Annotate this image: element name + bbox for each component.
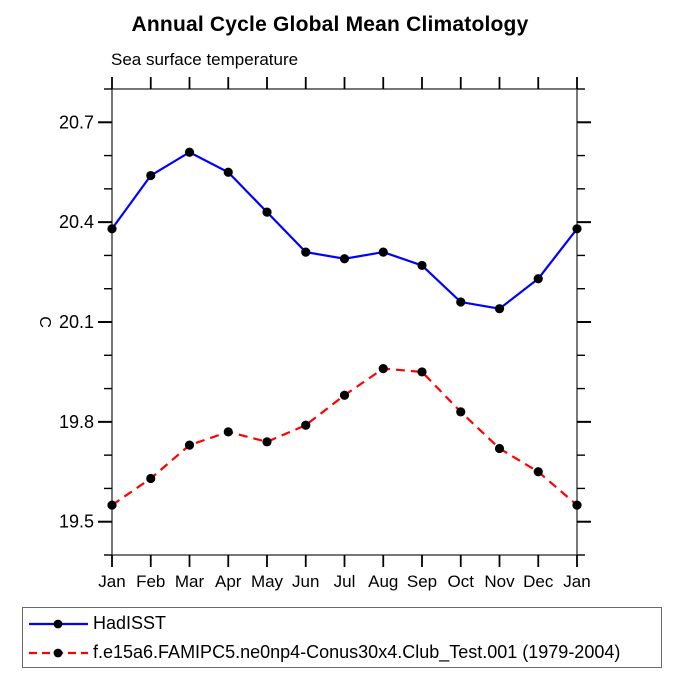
x-tick-label: Dec [523,572,554,591]
data-point-marker [146,473,156,484]
data-point-marker [107,224,117,234]
y-tick-label: 20.4 [59,212,94,232]
x-axis-ticks [111,77,578,567]
data-point-marker [262,207,272,217]
data-point-marker [339,390,350,400]
series-line-0 [111,150,578,310]
data-point-marker [107,500,117,510]
data-point-marker [533,467,543,477]
data-point-marker [378,364,388,374]
data-point-marker [339,254,350,264]
chart-title: Annual Cycle Global Mean Climatology [131,13,529,36]
y-axis-ticks [98,88,591,556]
data-point-marker [223,427,233,437]
data-point-marker [533,274,543,284]
chart-subtitle: Sea surface temperature [111,50,299,69]
series-markers-1 [107,364,582,510]
data-point-marker [456,407,466,417]
y-tick-label: 20.7 [59,112,94,132]
y-axis-title: C [36,316,53,328]
data-point-marker [378,247,388,257]
data-point-marker [223,167,233,177]
x-tick-label: Jul [334,572,356,591]
data-point-marker [494,443,505,454]
data-point-marker [301,420,311,430]
series-line-1 [111,367,578,506]
legend-sample-marker [53,648,63,657]
data-point-marker [572,224,582,234]
y-tick-label: 19.5 [59,512,94,532]
data-point-marker [417,367,427,377]
legend-label-hadisst: HadISST [93,612,167,633]
legend-dashed-line-icon [29,648,88,657]
legend-box: HadISST f.e15a6.FAMIPC5.ne0np4-Conus30x4… [22,607,662,668]
x-tick-label: Sep [407,572,437,591]
x-tick-label: Jan [98,572,125,591]
legend-sample-marker [53,619,63,628]
legend-entry-model: f.e15a6.FAMIPC5.ne0np4-Conus30x4.Club_Te… [25,638,659,667]
x-tick-label: Apr [215,572,242,591]
data-point-marker [456,297,466,307]
data-point-marker [262,437,272,447]
data-point-marker [146,170,156,181]
data-point-marker [494,304,505,314]
x-tick-label: Oct [448,572,475,591]
series-markers-0 [107,147,582,314]
x-tick-label: Jan [563,572,590,591]
y-tick-label: 19.8 [59,412,94,432]
data-point-marker [184,147,195,157]
x-tick-label: Nov [484,572,515,591]
x-tick-label: Jun [292,572,319,591]
x-tick-label: Mar [175,572,205,591]
data-point-marker [417,260,427,271]
legend-solid-line-icon [29,619,88,628]
data-point-marker [184,440,195,450]
plot-frame [111,88,578,556]
legend-label-model: f.e15a6.FAMIPC5.ne0np4-Conus30x4.Club_Te… [93,641,621,662]
legend-entry-hadisst: HadISST [25,609,659,638]
x-tick-label: May [251,572,284,591]
x-tick-label: Feb [136,572,165,591]
y-tick-label: 20.1 [59,312,94,332]
x-tick-label: Aug [368,572,398,591]
data-point-marker [572,500,582,510]
data-point-marker [301,247,311,257]
